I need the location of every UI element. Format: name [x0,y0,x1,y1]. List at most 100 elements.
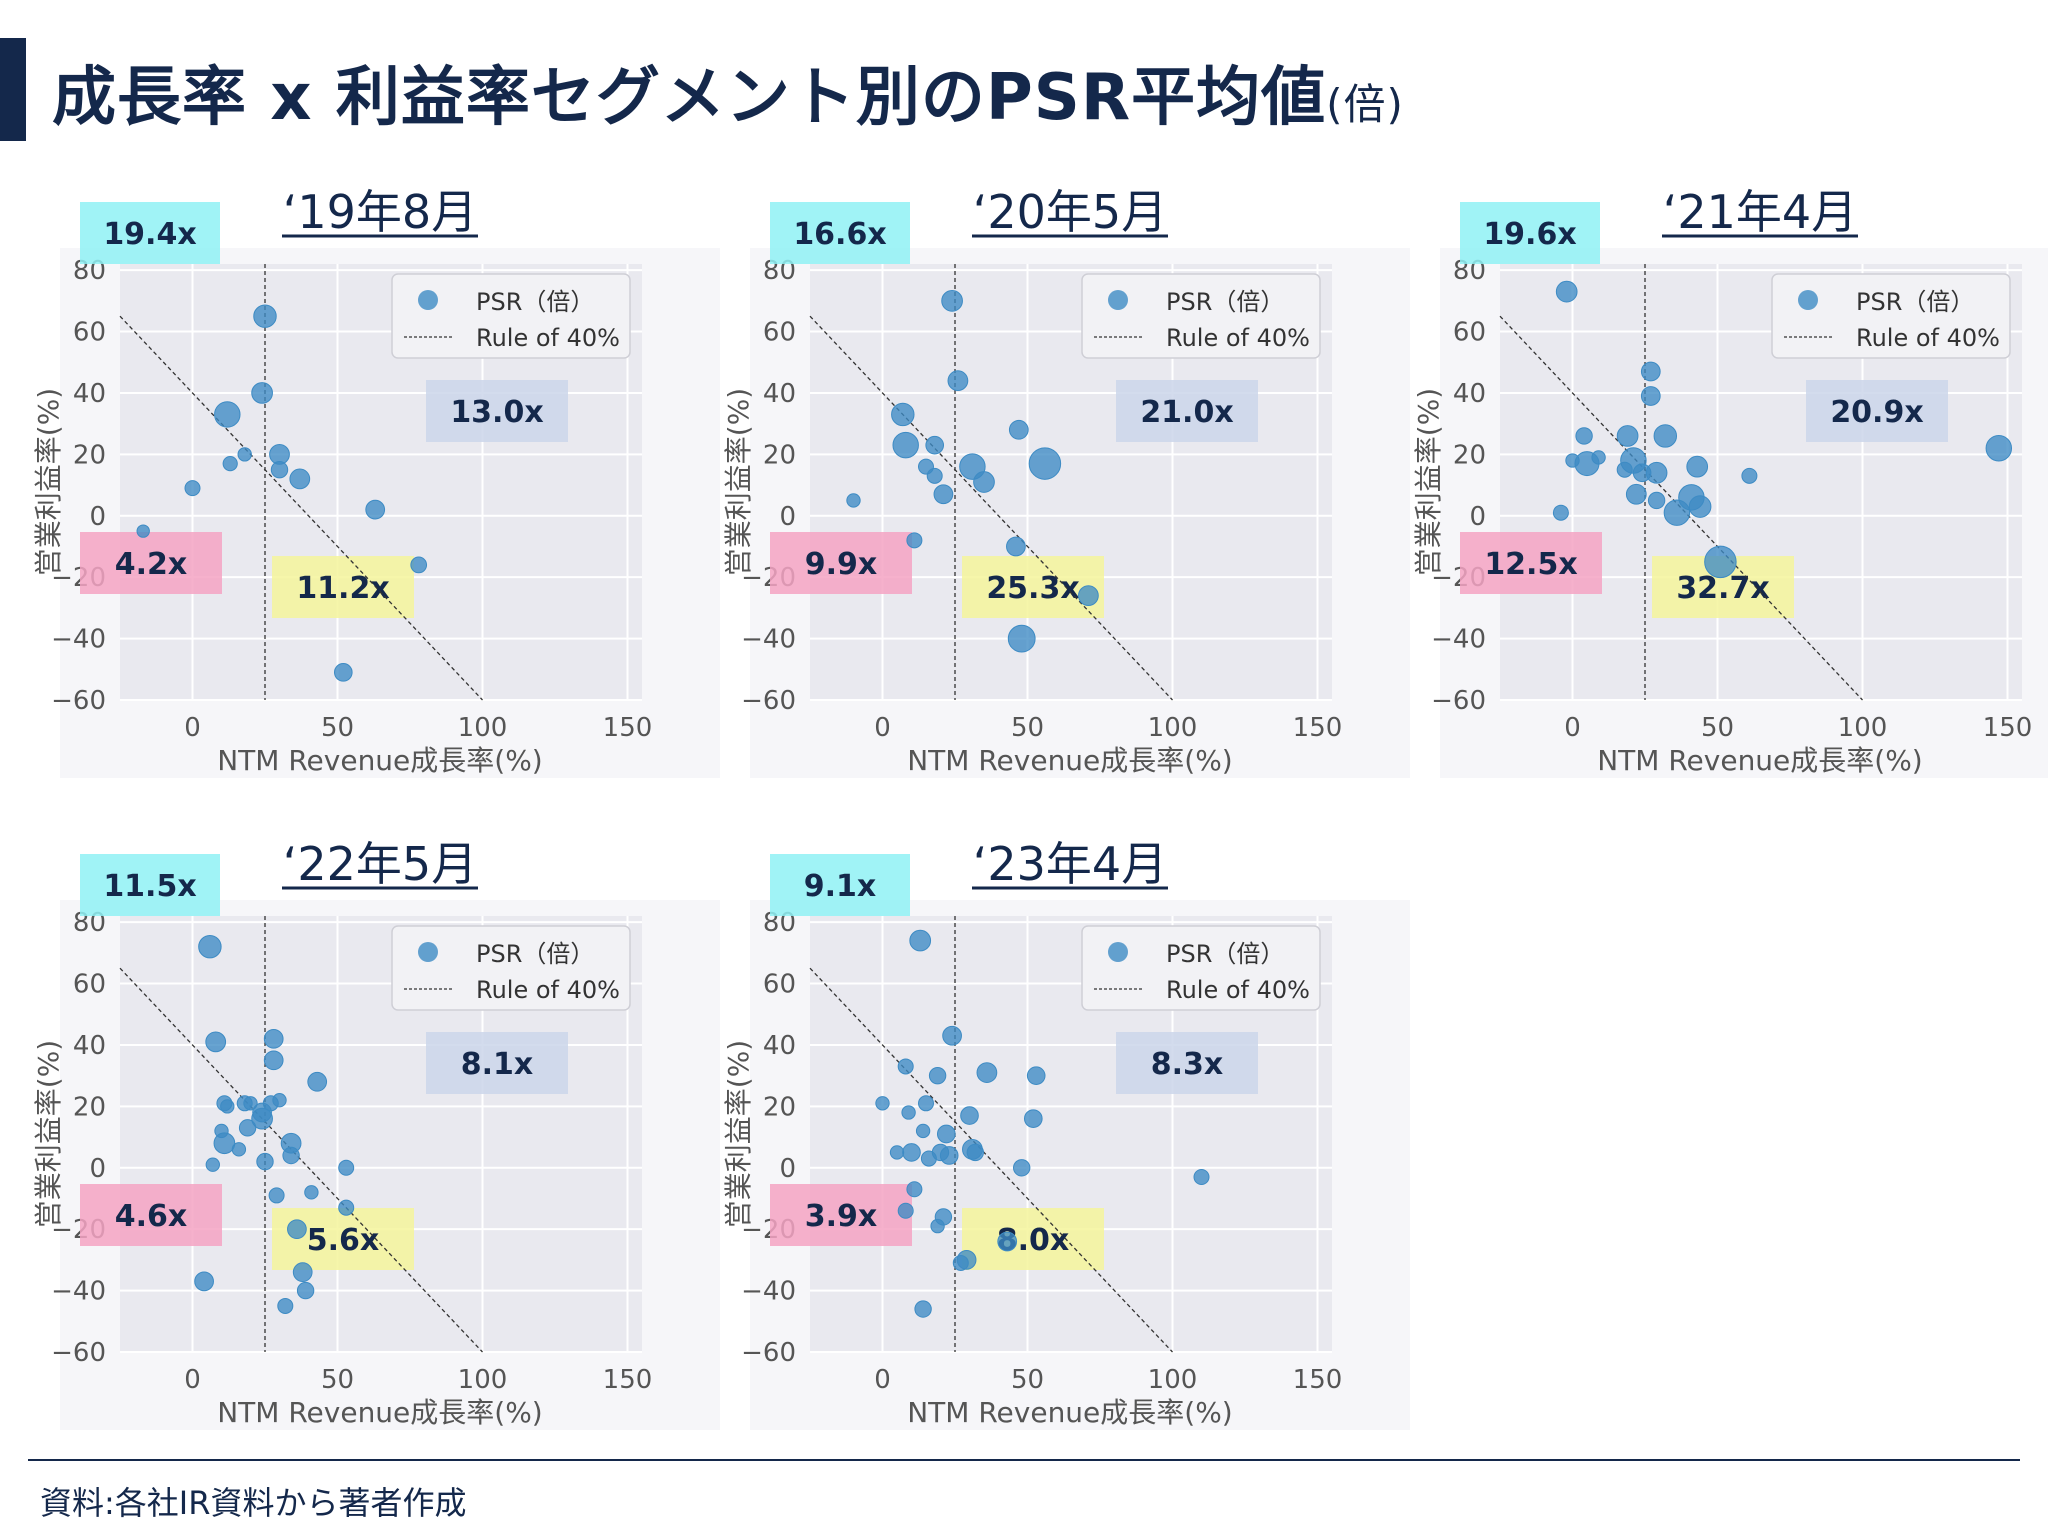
data-point [136,524,150,538]
data-point [1006,536,1026,557]
chart-title: ‘20年5月 [973,185,1167,239]
segment-psr-bottom-left: 9.9x [805,547,878,582]
page-title-text: 成長率 x 利益率セグメント別のPSR平均値 [52,61,1327,135]
y-tick-label: 20 [763,440,796,470]
data-point [875,1096,890,1111]
x-tick-label: 50 [321,713,354,743]
y-axis-label: 営業利益率(%) [32,1040,65,1228]
source-note: 資料:各社IR資料から著者作成 [40,1484,467,1522]
x-tick-label: 50 [1701,713,1734,743]
data-point [925,435,945,455]
y-tick-label: 20 [73,1092,106,1122]
segment-psr-top-left: 19.6x [1483,217,1576,252]
y-tick-label: −40 [741,625,796,655]
data-point [889,1145,905,1160]
data-point [1616,425,1639,447]
y-tick-label: 0 [89,502,106,532]
data-point [263,1028,284,1049]
y-tick-label: 0 [89,1154,106,1184]
segment-psr-top-left: 16.6x [793,217,886,252]
data-point [272,1093,287,1108]
data-point [973,471,995,493]
footer-divider [28,1459,2020,1461]
data-point [243,1096,258,1111]
y-tick-label: 40 [763,379,796,409]
y-tick-label: −40 [1431,625,1486,655]
data-point [1028,447,1062,480]
data-point [926,467,943,484]
rule-of-40-line [119,315,483,701]
segment-psr-bottom-left: 12.5x [1484,547,1577,582]
page-title-unit: (倍) [1326,80,1404,129]
x-tick-label: 150 [1293,1365,1343,1395]
y-tick-label: −40 [51,1277,106,1307]
segment-psr-top-right: 13.0x [450,395,543,430]
data-point [213,1132,236,1155]
x-tick-label: 100 [458,713,508,743]
chart-panel-2021: 0 50 100 150 80 60 40 20 0 −20 −40 −60 ‘21年4月 NTM Rev… [1412,168,2048,808]
segment-box-bottom-left [80,532,222,594]
y-tick-label: 0 [779,502,796,532]
data-point [222,455,238,472]
chart-panel-2023: 0 50 100 150 80 60 40 20 0 −20 −40 −60 ‘23年4月 NTM Rev… [722,820,1430,1460]
legend-rule-label: Rule of 40% [476,324,620,352]
data-point [1625,483,1647,505]
legend-psr-marker [418,942,438,962]
y-tick-label: 40 [1453,379,1486,409]
data-point [941,289,963,312]
y-tick-label: 20 [763,1092,796,1122]
x-axis-label: NTM Revenue成長率(%) [907,744,1233,777]
segment-psr-top-right: 8.1x [461,1047,534,1082]
data-point [292,1262,313,1283]
y-tick-label: −40 [51,625,106,655]
x-tick-label: 0 [874,713,891,743]
data-point [1653,424,1678,448]
data-point [194,1271,214,1292]
data-point [338,1159,355,1176]
rule-of-40-line [809,967,1173,1353]
segment-box-bottom-left [770,1184,912,1246]
data-point [1007,624,1036,653]
data-point [939,1146,959,1165]
data-point [256,1152,274,1171]
legend-psr-marker [1108,290,1128,310]
y-tick-label: 60 [73,318,106,348]
data-point [915,1123,931,1139]
data-point [282,1146,300,1165]
data-point [917,1095,935,1112]
segment-box-top-left [80,854,220,916]
data-point [184,480,201,497]
data-point [930,1218,945,1234]
data-point [220,1099,235,1114]
x-tick-label: 100 [1148,1365,1198,1395]
data-point [333,663,353,682]
data-point [891,402,915,427]
data-point [960,1106,979,1125]
rule-of-40-line [119,967,483,1353]
legend-psr-label: PSR（倍） [1166,940,1284,968]
data-point [906,1181,923,1198]
data-point [1640,361,1661,382]
y-tick-label: −60 [741,686,796,716]
y-tick-label: 60 [763,318,796,348]
x-tick-label: 100 [458,1365,508,1395]
x-axis-label: NTM Revenue成長率(%) [217,1396,543,1429]
segment-box-top-right [1116,1032,1258,1094]
x-tick-label: 150 [603,1365,653,1395]
legend-psr-label: PSR（倍） [476,288,594,316]
y-tick-label: 60 [1453,318,1486,348]
data-point [942,1025,962,1046]
data-point [947,370,969,392]
segment-psr-top-left: 9.1x [804,869,877,904]
segment-psr-top-right: 8.3x [1151,1047,1224,1082]
data-point [237,447,252,462]
segment-psr-bottom-left: 4.2x [115,547,188,582]
chart-title: ‘23年4月 [973,837,1167,891]
segment-psr-top-right: 20.9x [1830,395,1923,430]
data-point [410,556,428,574]
y-tick-label: −60 [51,1338,106,1368]
segment-psr-bottom-right: 25.3x [986,571,1079,606]
